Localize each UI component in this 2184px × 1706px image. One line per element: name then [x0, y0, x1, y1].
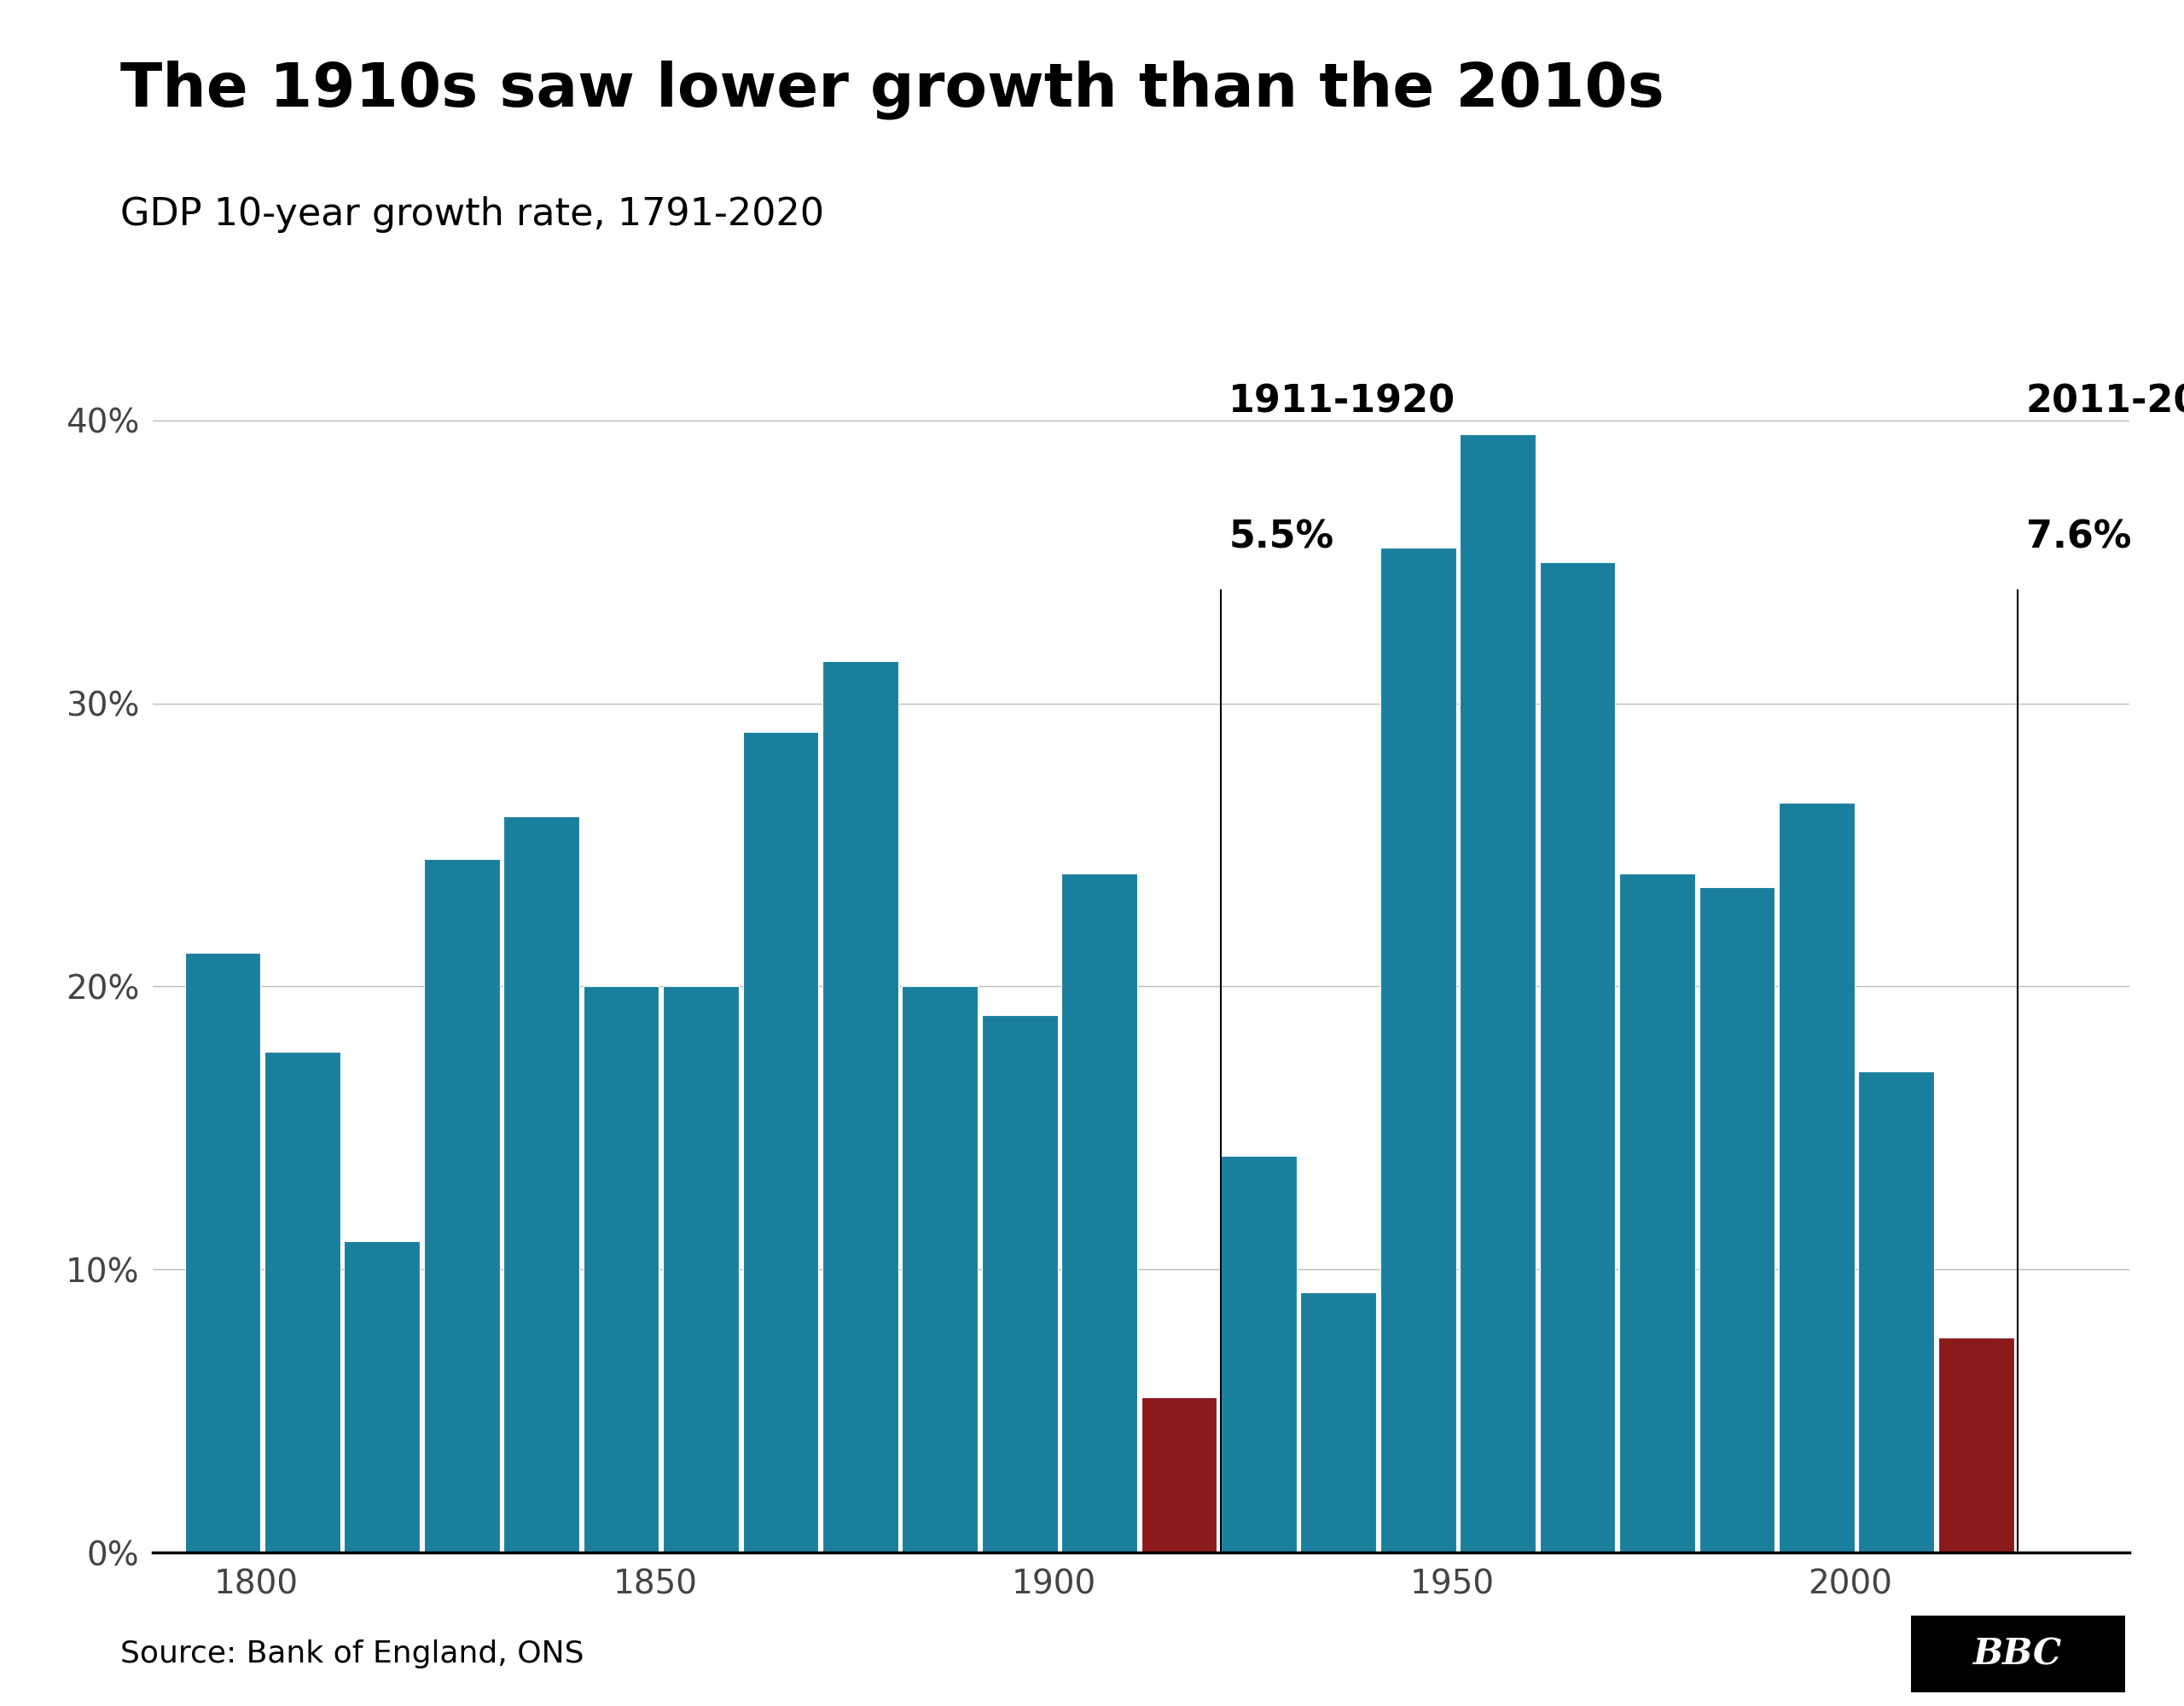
- Text: GDP 10-year growth rate, 1791-2020: GDP 10-year growth rate, 1791-2020: [120, 196, 823, 232]
- Text: 5.5%: 5.5%: [1230, 519, 1334, 556]
- Bar: [823, 660, 898, 1552]
- Bar: [505, 817, 579, 1552]
- Bar: [264, 1051, 341, 1552]
- Text: BBC: BBC: [1974, 1636, 2062, 1672]
- Bar: [1540, 561, 1616, 1552]
- Bar: [1299, 1291, 1376, 1552]
- Bar: [902, 986, 978, 1552]
- Bar: [1699, 887, 1776, 1552]
- Bar: [1221, 1157, 1297, 1552]
- Text: 1911-1920: 1911-1920: [1230, 384, 1457, 420]
- Bar: [1459, 435, 1535, 1552]
- Text: The 1910s saw lower growth than the 2010s: The 1910s saw lower growth than the 2010…: [120, 60, 1664, 119]
- Bar: [1778, 802, 1854, 1552]
- Bar: [424, 860, 500, 1552]
- Bar: [186, 952, 260, 1552]
- Bar: [583, 986, 660, 1552]
- Bar: [743, 732, 819, 1552]
- Bar: [345, 1242, 419, 1552]
- Bar: [1937, 1338, 2014, 1552]
- Bar: [983, 1015, 1057, 1552]
- Text: 7.6%: 7.6%: [2027, 519, 2132, 556]
- Text: 2011-2020: 2011-2020: [2027, 384, 2184, 420]
- Bar: [1859, 1071, 1935, 1552]
- Bar: [1380, 548, 1457, 1552]
- Text: Source: Bank of England, ONS: Source: Bank of England, ONS: [120, 1639, 583, 1668]
- Bar: [1061, 873, 1138, 1552]
- Bar: [664, 986, 738, 1552]
- Bar: [1618, 873, 1695, 1552]
- Bar: [1140, 1397, 1216, 1552]
